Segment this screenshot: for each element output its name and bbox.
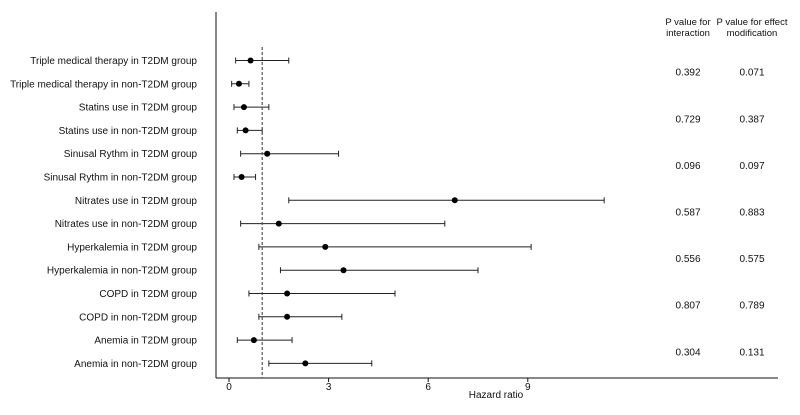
p-value: 0.387 [739,114,764,125]
column-header: interaction [666,28,710,39]
point-estimate [284,313,291,320]
row-label: Nitrates use in T2DM group [75,196,198,207]
point-estimate [322,243,329,250]
row-label: Anemia in non-T2DM group [74,359,197,370]
point-estimate [247,57,254,64]
point-estimate [264,150,271,157]
point-estimate [275,220,282,227]
p-value: 0.556 [675,254,700,265]
p-value: 0.587 [675,207,700,218]
p-value: 0.131 [739,347,764,358]
row-label: Hyperkalemia in T2DM group [67,242,197,253]
row-label: Hyperkalemia in non-T2DM group [47,266,198,277]
row-label: COPD in non-T2DM group [79,312,197,323]
x-axis-title: Hazard ratio [469,390,524,401]
p-value: 0.729 [675,114,700,125]
row-label: Nitrates use in non-T2DM group [55,219,198,230]
row-label: COPD in T2DM group [99,289,197,300]
point-estimate [238,174,245,180]
point-estimate [451,197,458,204]
p-value: 0.789 [739,301,764,312]
point-estimate [340,267,347,274]
x-tick-label: 9 [525,382,531,393]
p-value: 0.392 [675,68,700,79]
column-header: modification [727,28,778,39]
point-estimate [284,290,291,297]
point-estimate [250,337,257,344]
p-value: 0.096 [675,161,700,172]
row-label: Triple medical therapy in T2DM group [30,56,197,67]
p-value: 0.097 [739,161,764,172]
row-label: Statins use in non-T2DM group [59,126,198,137]
x-tick-label: 3 [326,382,332,393]
x-tick-label: 6 [425,382,431,393]
p-value: 0.071 [739,68,764,79]
row-label: Statins use in T2DM group [79,103,198,114]
row-label: Triple medical therapy in non-T2DM group [10,79,197,90]
row-label: Anemia in T2DM group [94,336,197,347]
point-estimate [235,80,242,87]
column-header: P value for effect [717,17,788,28]
p-value: 0.575 [739,254,764,265]
p-value: 0.883 [739,207,764,218]
column-header: P value for [665,17,710,28]
p-value: 0.304 [675,347,700,358]
row-label: Sinusal Rythm in T2DM group [64,149,198,160]
point-estimate [242,127,249,134]
row-label: Sinusal Rythm in non-T2DM group [44,173,198,184]
x-tick-label: 0 [226,382,232,393]
point-estimate [240,104,247,111]
p-value: 0.807 [675,301,700,312]
point-estimate [302,360,309,367]
